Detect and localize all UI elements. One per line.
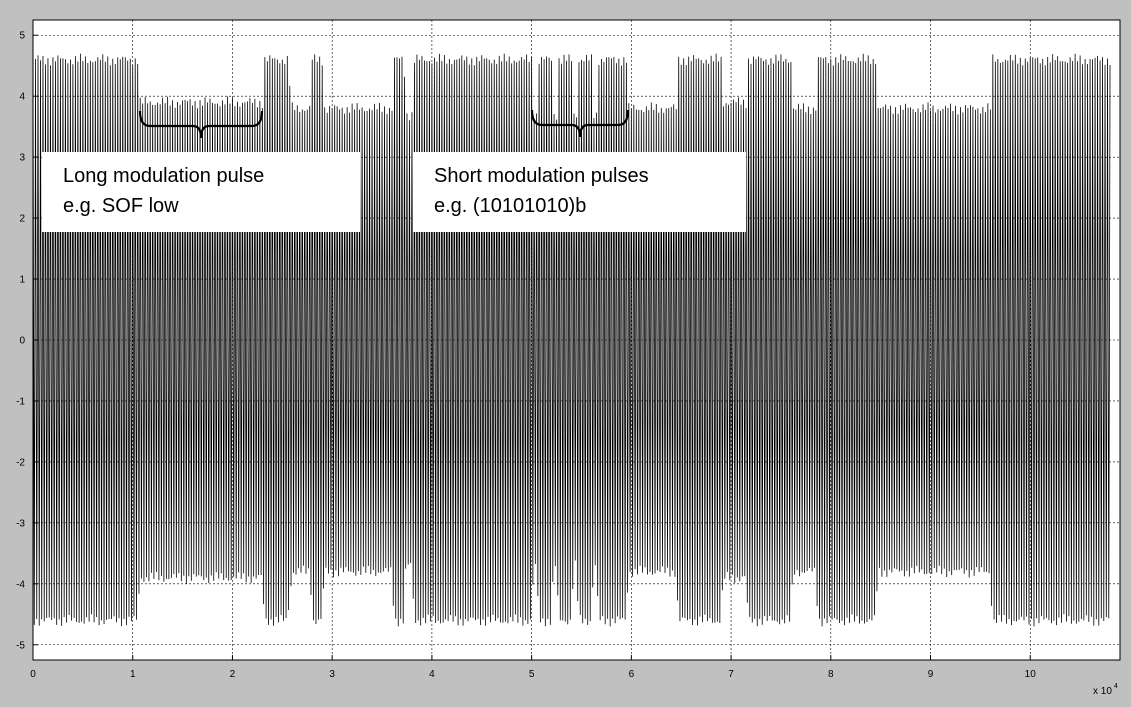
y-tick-label: 4 [19,92,25,103]
x-tick-label: 3 [329,669,335,680]
short-pulses-annotation-line2: e.g. (10101010)b [434,195,586,217]
long-pulse-annotation-box [42,152,360,232]
y-tick-label: -2 [16,457,25,468]
x-tick-label: 0 [30,669,36,680]
y-tick-label: -4 [16,579,25,590]
y-tick-label: 5 [19,31,25,42]
x-tick-label: 8 [828,669,834,680]
short-pulses-annotation-line1: Short modulation pulses [434,165,649,187]
y-tick-label: 3 [19,153,25,164]
x-exponent-label: x 10 [1093,686,1112,697]
y-tick-label: 0 [19,336,25,347]
x-exponent-power: 4 [1114,683,1118,690]
y-tick-label: 2 [19,214,25,225]
x-tick-label: 5 [529,669,535,680]
x-tick-label: 4 [429,669,435,680]
x-tick-label: 9 [928,669,934,680]
signal-trace [32,53,1111,627]
x-tick-label: 10 [1025,669,1037,680]
signal-series-line [32,53,1111,627]
long-pulse-annotation-line1: Long modulation pulse [63,165,264,187]
short-pulses-annotation-box [413,152,746,232]
long-pulse-annotation-line2: e.g. SOF low [63,195,179,217]
y-tick-label: -3 [16,518,25,529]
x-tick-label: 6 [629,669,635,680]
annotations: Long modulation pulse e.g. SOF low Short m… [42,109,746,232]
y-tick-label: -5 [16,640,25,651]
long-pulse-brace [138,110,264,139]
y-tick-label: 1 [19,275,25,286]
x-tick-label: 7 [728,669,734,680]
x-tick-label: 2 [230,669,236,680]
short-pulses-brace [530,109,630,138]
x-tick-label: 1 [130,669,136,680]
y-tick-label: -1 [16,396,25,407]
x-exponent: x 10 4 [1093,683,1118,697]
